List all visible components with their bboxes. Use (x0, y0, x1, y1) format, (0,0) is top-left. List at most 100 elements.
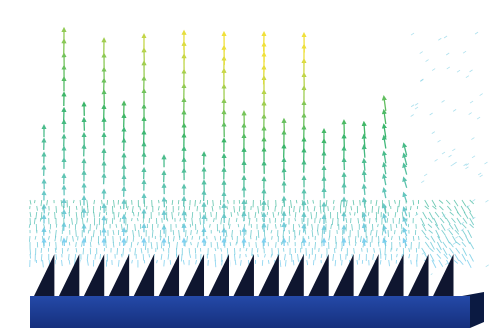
velocity-arrow (172, 235, 175, 242)
velocity-arrow (40, 199, 43, 207)
velocity-arrow (54, 211, 56, 219)
velocity-arrow (410, 104, 415, 108)
velocity-arrow (105, 241, 107, 248)
velocity-arrow (244, 205, 246, 214)
velocity-arrow (257, 229, 260, 238)
velocity-arrow (90, 235, 93, 242)
velocity-arrow (29, 211, 32, 218)
velocity-arrow (295, 199, 298, 204)
velocity-arrow (29, 199, 32, 205)
velocity-arrow (122, 247, 125, 256)
velocity-arrow (125, 199, 127, 208)
ridge-tooth-face (129, 254, 134, 296)
velocity-arrows (28, 26, 489, 276)
velocity-arrow (156, 259, 158, 264)
velocity-arrow (381, 134, 387, 149)
velocity-arrow (167, 253, 170, 260)
velocity-arrow (458, 235, 464, 241)
velocity-arrow (465, 163, 470, 166)
velocity-arrow (132, 229, 134, 237)
velocity-arrow (421, 223, 427, 232)
velocity-arrow (267, 259, 270, 264)
velocity-arrow (304, 229, 307, 235)
plate-front-face (30, 296, 470, 328)
velocity-arrow (448, 223, 454, 230)
velocity-arrow (456, 211, 462, 218)
velocity-arrow (405, 235, 408, 241)
plate-side-face (462, 292, 484, 328)
velocity-arrow (424, 241, 430, 248)
velocity-arrow (270, 253, 273, 258)
velocity-arrow (324, 211, 326, 218)
velocity-arrow (104, 235, 107, 243)
velocity-arrow (345, 199, 348, 207)
velocity-arrow (282, 235, 285, 244)
velocity-arrow (456, 217, 462, 225)
velocity-arrow (402, 176, 408, 189)
velocity-arrow (93, 211, 95, 218)
velocity-arrow (401, 253, 403, 258)
velocity-arrow (119, 205, 122, 210)
velocity-arrow (396, 205, 399, 213)
velocity-arrow (414, 213, 419, 217)
velocity-arrow (196, 241, 199, 248)
velocity-arrow (438, 199, 444, 204)
velocity-arrow (321, 235, 323, 244)
velocity-arrow (456, 241, 461, 246)
velocity-arrow (445, 262, 449, 266)
velocity-arrow (284, 223, 287, 228)
velocity-arrow (469, 223, 474, 229)
velocity-arrow (348, 235, 350, 244)
sawtooth-ridges (34, 254, 458, 296)
ridge-tooth (183, 254, 205, 296)
velocity-arrow (414, 106, 419, 110)
velocity-arrow (257, 205, 260, 214)
velocity-arrow (476, 116, 481, 120)
velocity-arrow (454, 229, 460, 235)
velocity-arrow (465, 235, 471, 244)
velocity-arrow (320, 253, 323, 259)
velocity-arrow (375, 199, 378, 207)
velocity-arrow (242, 241, 245, 249)
velocity-arrow (106, 199, 109, 205)
velocity-arrow (359, 199, 361, 206)
velocity-arrow (301, 199, 304, 207)
velocity-arrow (361, 169, 367, 183)
velocity-arrow (177, 199, 180, 205)
velocity-arrow (172, 229, 175, 236)
ridge-tooth-face (79, 254, 84, 296)
velocity-arrow (126, 205, 129, 210)
velocity-arrow (418, 235, 420, 241)
velocity-arrow (40, 253, 43, 262)
velocity-arrow (432, 205, 437, 210)
velocity-arrow (126, 223, 129, 232)
velocity-arrow (162, 247, 165, 252)
velocity-arrow (332, 199, 335, 204)
velocity-arrow (35, 211, 38, 220)
velocity-arrow (239, 259, 242, 266)
velocity-arrow (271, 235, 273, 240)
velocity-arrow (191, 235, 194, 240)
velocity-arrow (245, 247, 248, 252)
velocity-arrow (221, 259, 223, 266)
velocity-arrow (414, 102, 419, 106)
velocity-arrow (298, 205, 301, 213)
velocity-arrow (237, 223, 240, 228)
velocity-arrow (412, 235, 415, 241)
velocity-arrow (377, 241, 380, 247)
velocity-arrow (243, 223, 246, 228)
velocity-arrow (381, 108, 387, 125)
velocity-arrow (383, 235, 386, 242)
velocity-arrow (390, 235, 393, 241)
velocity-arrow (446, 66, 451, 70)
velocity-arrow (210, 211, 212, 217)
velocity-arrow (117, 211, 120, 218)
velocity-arrow (294, 211, 297, 218)
velocity-arrow (235, 217, 238, 222)
velocity-arrow (341, 259, 343, 266)
ridge-tooth (283, 254, 304, 296)
velocity-arrow (158, 199, 160, 204)
velocity-arrow (427, 217, 433, 224)
velocity-arrow (160, 241, 163, 249)
